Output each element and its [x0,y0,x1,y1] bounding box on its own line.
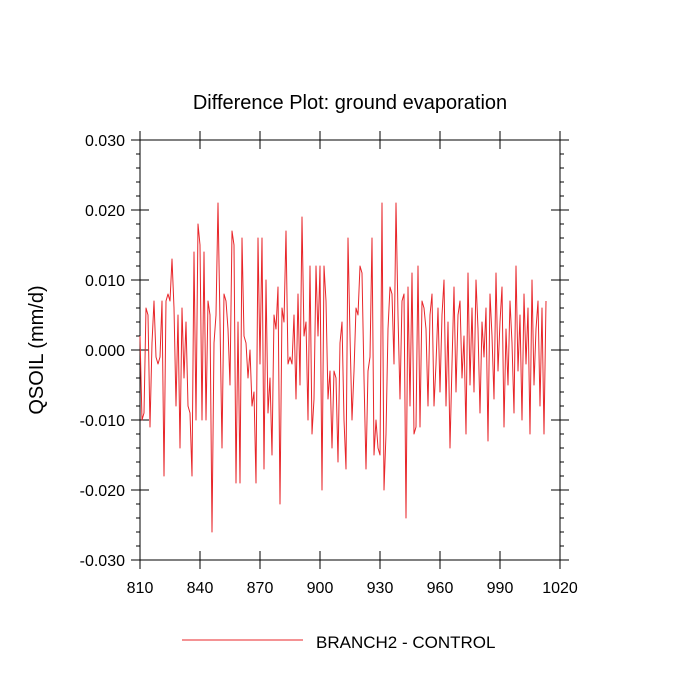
axis-ticks: -0.030 -0.020 -0.010 0.000 0.010 0.020 0.030 81… [80,131,578,597]
x-tick-label: 870 [247,580,274,597]
y-tick-label: -0.030 [80,553,125,570]
y-tick-label: 0.000 [85,343,125,360]
y-tick-label: -0.020 [80,483,125,500]
legend-label: BRANCH2 - CONTROL [316,633,495,652]
x-tick-label: 960 [427,580,454,597]
x-tick-label: 900 [307,580,334,597]
y-tick-label: -0.010 [80,413,125,430]
y-axis-label: QSOIL (mm/d) [26,285,48,414]
y-tick-label: 0.010 [85,273,125,290]
series-layer [139,202,547,533]
x-tick-label: 990 [487,580,514,597]
x-tick-label: 930 [367,580,394,597]
chart-title: Difference Plot: ground evaporation [193,92,507,114]
x-tick-label: 1020 [542,580,578,597]
y-tick-label: 0.020 [85,203,125,220]
y-tick-label: 0.030 [85,133,125,150]
x-tick-label: 840 [187,580,214,597]
x-tick-label: 810 [127,580,154,597]
series-line [139,202,547,533]
